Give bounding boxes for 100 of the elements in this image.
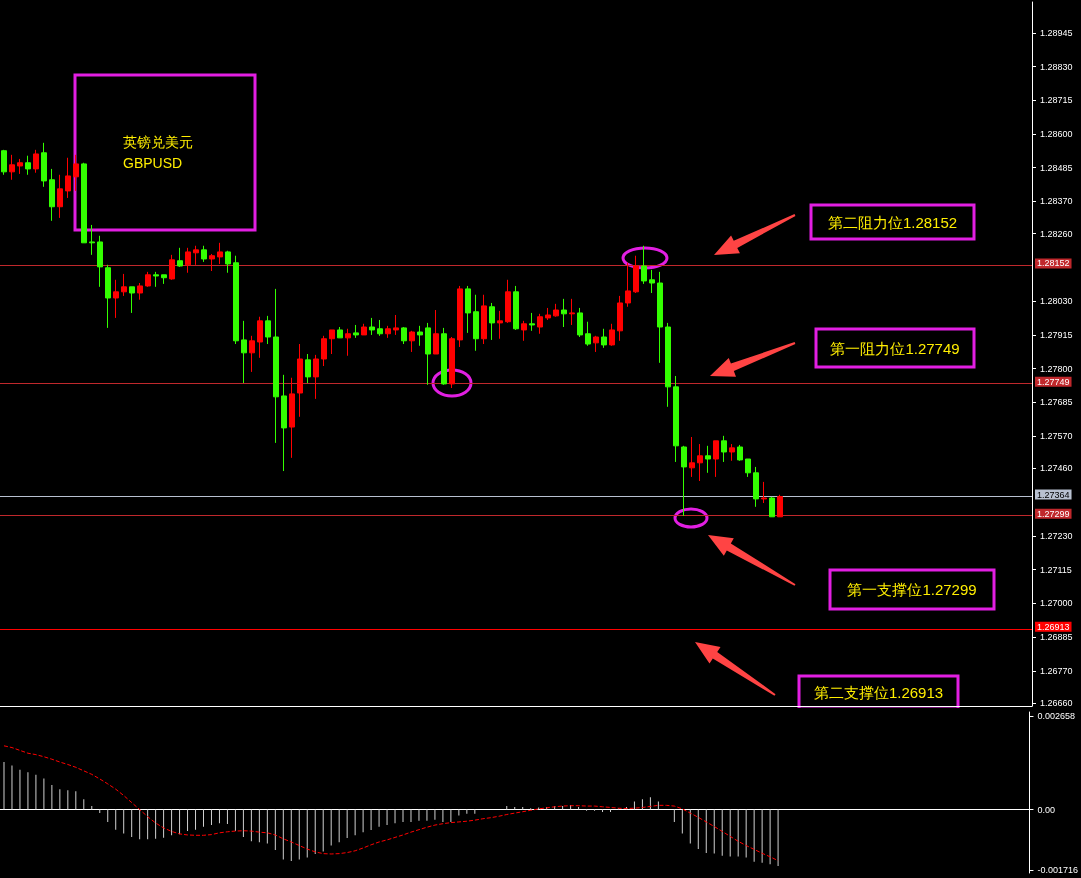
candlestick xyxy=(729,443,735,462)
candlestick xyxy=(425,322,431,386)
candlestick xyxy=(121,273,127,297)
line-series xyxy=(3,745,779,862)
candlestick xyxy=(137,282,143,301)
candlestick xyxy=(89,224,95,256)
y-tick-label: 1.28260 xyxy=(1040,228,1073,239)
candlestick xyxy=(361,323,367,336)
candlestick xyxy=(665,322,671,408)
candlestick xyxy=(769,496,775,518)
candlestick xyxy=(185,247,191,274)
y-tick-label: 1.26885 xyxy=(1040,632,1073,643)
candlestick xyxy=(153,271,159,288)
candlestick xyxy=(681,445,687,517)
candlestick xyxy=(561,298,567,328)
candlestick xyxy=(473,294,479,352)
candlestick xyxy=(385,325,391,339)
candlestick xyxy=(297,343,303,418)
candlestick xyxy=(401,326,407,345)
y-tick-label: 1.28715 xyxy=(1040,95,1073,106)
y-tick-label: 1.27460 xyxy=(1040,463,1073,474)
candlestick xyxy=(57,174,63,219)
candlestick xyxy=(369,317,375,336)
candlestick xyxy=(209,253,215,272)
candlestick xyxy=(449,336,455,389)
candlestick xyxy=(705,445,711,474)
candlestick xyxy=(201,245,207,263)
candlestick xyxy=(441,327,447,386)
candlestick xyxy=(417,325,423,347)
candlestick xyxy=(177,247,183,268)
candlestick xyxy=(337,326,343,339)
candlestick xyxy=(545,307,551,321)
candlestick xyxy=(633,255,639,294)
candlestick xyxy=(145,271,151,288)
y-tick-label: 1.27570 xyxy=(1040,431,1073,442)
candlestick xyxy=(529,312,535,332)
candlestick xyxy=(329,329,335,355)
candlestick xyxy=(9,154,15,181)
ref-line-label: 1.27749 xyxy=(1037,376,1070,387)
candlestick xyxy=(697,443,703,482)
candlestick xyxy=(521,320,527,342)
candlestick xyxy=(513,285,519,331)
candlestick xyxy=(737,444,743,462)
candlestick xyxy=(273,288,279,444)
candlestick xyxy=(721,435,727,463)
candlestick xyxy=(249,335,255,373)
annotation: 第二阻力位1.28152 xyxy=(827,213,958,231)
candlestick xyxy=(657,271,663,364)
candlestick xyxy=(377,319,383,337)
candlestick xyxy=(161,274,167,285)
y-tick-label: 1.26660 xyxy=(1040,698,1073,709)
candlestick xyxy=(353,324,359,339)
candlestick xyxy=(761,481,767,504)
candlestick xyxy=(497,310,503,340)
candlestick xyxy=(625,262,631,308)
candlestick xyxy=(49,168,55,222)
ref-line-label: 1.26913 xyxy=(1037,621,1070,632)
candlestick xyxy=(321,335,327,367)
ref-line-label: 1.27299 xyxy=(1037,508,1070,519)
y-tick-label: 0.002658 xyxy=(1037,710,1076,721)
candlestick xyxy=(113,279,119,319)
text: 英镑兑美元 xyxy=(123,134,193,150)
candlestick xyxy=(41,142,47,188)
candlestick xyxy=(289,377,295,459)
y-tick-label: 1.27230 xyxy=(1040,530,1073,541)
candlestick xyxy=(505,279,511,324)
candlestick xyxy=(105,264,111,329)
candlestick xyxy=(241,320,247,384)
y-tick-label: -0.001716 xyxy=(1037,865,1079,876)
candlestick xyxy=(553,303,559,318)
y-tick-label: 1.27800 xyxy=(1040,363,1073,374)
y-tick-label: 1.26770 xyxy=(1040,665,1073,676)
candlestick xyxy=(17,158,23,175)
candlestick xyxy=(745,458,751,478)
candlestick xyxy=(225,250,231,274)
candlestick xyxy=(193,245,199,266)
candlestick xyxy=(169,254,175,281)
candlestick xyxy=(305,353,311,384)
annotation: 第一支撑位1.27299 xyxy=(847,581,977,598)
text: GBPUSD xyxy=(123,155,183,171)
candlestick xyxy=(393,314,399,336)
candlestick xyxy=(433,309,439,355)
y-tick-label: 1.28830 xyxy=(1040,61,1073,72)
candlestick xyxy=(609,323,615,347)
y-tick-label: 1.28600 xyxy=(1040,129,1073,139)
annotation: 第二支撑位1.26913 xyxy=(813,684,944,701)
candlestick xyxy=(593,335,599,353)
candlestick xyxy=(585,321,591,347)
candlestick xyxy=(73,154,79,192)
candlestick xyxy=(409,330,415,353)
candlestick xyxy=(257,316,263,359)
y-tick-label: 1.28370 xyxy=(1040,196,1073,207)
candlestick xyxy=(641,245,647,285)
candlestick xyxy=(601,328,607,349)
candlestick xyxy=(689,436,695,478)
candlestick xyxy=(569,298,575,326)
y-tick-label: 1.28485 xyxy=(1040,162,1073,173)
candlestick xyxy=(577,307,583,338)
ref-line-label: 1.27364 xyxy=(1037,489,1070,500)
candlestick xyxy=(345,328,351,357)
